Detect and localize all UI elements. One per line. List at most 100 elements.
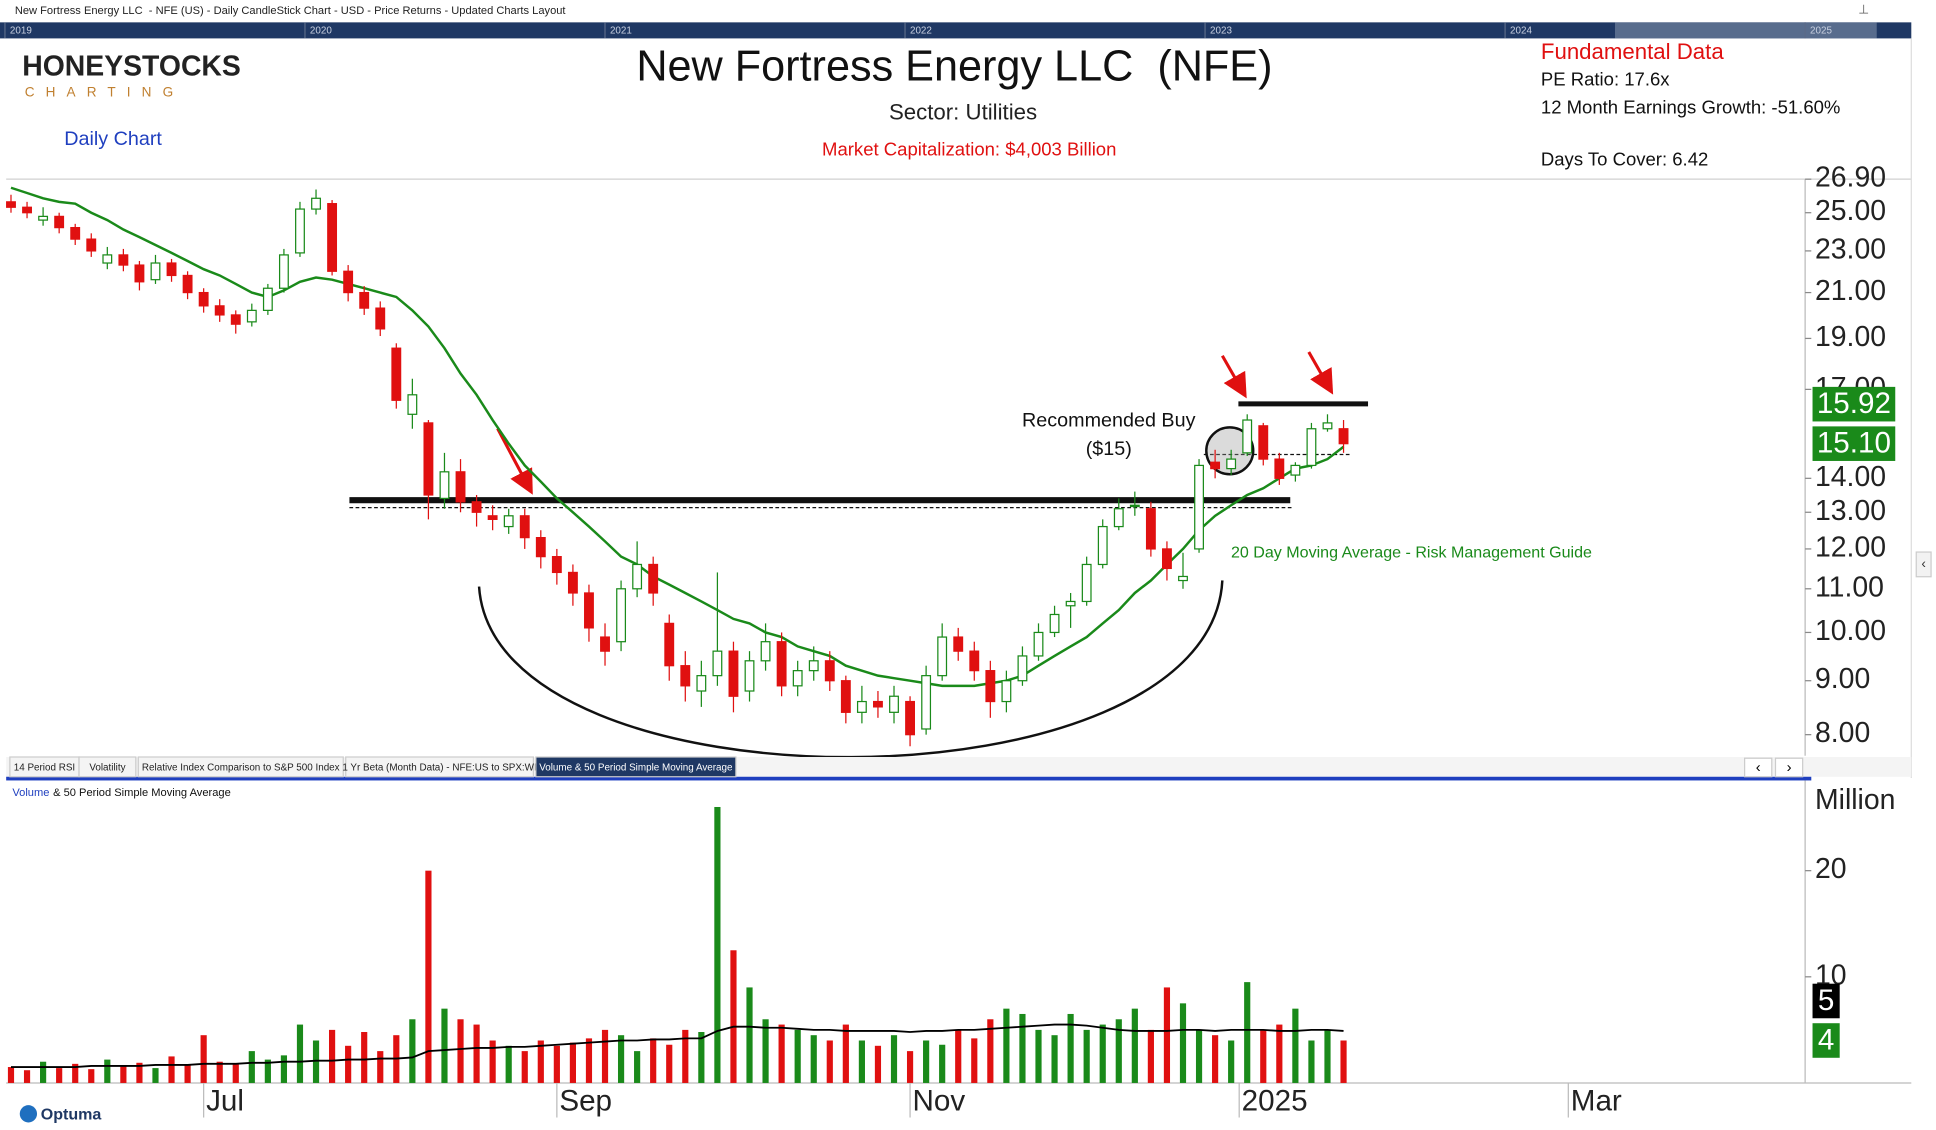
volume-bar bbox=[312, 1040, 320, 1083]
candle-body bbox=[535, 537, 546, 558]
candle-body bbox=[407, 394, 418, 415]
candle-body bbox=[503, 515, 514, 528]
y-tick-label: 8.00 bbox=[1815, 717, 1870, 749]
volume-bar bbox=[778, 1024, 785, 1083]
volume-bar bbox=[23, 1070, 31, 1083]
volume-bar bbox=[762, 1019, 769, 1083]
last-value-label: 15.10 bbox=[1817, 427, 1891, 460]
candle-body bbox=[856, 700, 867, 713]
pin-icon[interactable]: ⊥ bbox=[1858, 2, 1869, 16]
tab[interactable] bbox=[78, 756, 137, 778]
volume-bar bbox=[184, 1064, 191, 1083]
volume-bar bbox=[1115, 1019, 1122, 1083]
volume-bar bbox=[826, 1040, 833, 1083]
candle-body bbox=[230, 314, 241, 325]
candle-body bbox=[86, 238, 97, 252]
volume-bar bbox=[120, 1065, 127, 1083]
candle-body bbox=[792, 670, 803, 687]
candle-body bbox=[776, 641, 787, 687]
volume-bar bbox=[168, 1056, 175, 1083]
candle-body bbox=[600, 636, 610, 652]
candle-body bbox=[1065, 600, 1076, 607]
y-axis-label: Million bbox=[1815, 784, 1895, 816]
candle-body bbox=[1113, 508, 1124, 528]
candle-body bbox=[391, 347, 402, 401]
volume-bar bbox=[682, 1029, 689, 1083]
y-tick-label: 23.00 bbox=[1815, 233, 1886, 265]
last-value-label: 15.92 bbox=[1817, 387, 1891, 420]
volume-bar bbox=[1003, 1008, 1010, 1083]
volume-bar bbox=[1308, 1040, 1315, 1083]
volume-bar bbox=[1195, 1029, 1203, 1083]
volume-bar bbox=[489, 1040, 496, 1083]
side-scroll-button[interactable] bbox=[1915, 551, 1932, 578]
volume-bar bbox=[1163, 987, 1171, 1083]
prev-button[interactable] bbox=[1744, 757, 1773, 778]
candle-body bbox=[1306, 428, 1317, 467]
candle-body bbox=[359, 291, 370, 309]
next-button[interactable] bbox=[1774, 757, 1804, 778]
volume-bar bbox=[441, 1008, 448, 1083]
candle-body bbox=[1242, 419, 1253, 454]
tab-underline bbox=[6, 776, 1812, 781]
volume-bar bbox=[425, 870, 432, 1083]
navigator-window[interactable] bbox=[1614, 22, 1877, 39]
candle-body bbox=[311, 197, 321, 210]
tab-label[interactable]: Volume & 50 Period Simple Moving Average bbox=[539, 763, 733, 774]
volume-bar bbox=[553, 1045, 560, 1083]
volume-bar bbox=[1324, 1029, 1331, 1083]
navigator-year: 2024 bbox=[1510, 26, 1532, 37]
volume-bar bbox=[890, 1035, 898, 1083]
navigator-year: 2020 bbox=[310, 26, 332, 37]
arrow bbox=[496, 427, 533, 495]
candle-body bbox=[423, 422, 434, 496]
candle-body bbox=[808, 660, 819, 672]
candle-body bbox=[1178, 575, 1188, 582]
candle-body bbox=[1210, 461, 1221, 470]
fundamentals-title: Fundamental Data bbox=[1541, 39, 1724, 64]
candle-body bbox=[744, 660, 755, 692]
volume-bar bbox=[457, 1019, 464, 1083]
volume-bar bbox=[601, 1029, 609, 1083]
next-arrow[interactable]: › bbox=[1787, 760, 1792, 776]
tab-label[interactable]: 14 Period RSI bbox=[14, 763, 75, 774]
tab-label[interactable]: Volatility bbox=[89, 763, 125, 774]
prev-arrow[interactable]: ‹ bbox=[1756, 760, 1761, 776]
sector: Sector: Utilities bbox=[889, 100, 1037, 125]
volume-bar bbox=[987, 1019, 994, 1083]
y-tick-label: 25.00 bbox=[1815, 195, 1886, 227]
tab-label[interactable]: Relative Index Comparison to S&P 500 Ind… bbox=[142, 763, 340, 774]
volume-bar bbox=[666, 1044, 673, 1083]
tab-label[interactable]: 1 Yr Beta (Month Data) - NFE:US to SPX:W… bbox=[342, 763, 536, 774]
volume-bar bbox=[1131, 1008, 1138, 1083]
candle-body bbox=[375, 307, 386, 330]
y-tick-label: 9.00 bbox=[1815, 663, 1870, 695]
last-value-box bbox=[1812, 983, 1840, 1019]
volume-bar bbox=[906, 1051, 914, 1083]
x-tick-label: Sep bbox=[559, 1085, 612, 1118]
footer-logo: Optuma bbox=[41, 1105, 103, 1123]
volume-bar bbox=[1244, 982, 1251, 1083]
footer-logo-icon bbox=[19, 1105, 38, 1123]
navigator[interactable] bbox=[0, 22, 1912, 39]
earnings-growth: 12 Month Earnings Growth: -51.60% bbox=[1541, 97, 1841, 118]
volume-bar bbox=[1147, 1029, 1154, 1083]
volume-bar bbox=[1067, 1013, 1074, 1083]
candle-body bbox=[1145, 508, 1156, 550]
volume-bar bbox=[361, 1032, 368, 1083]
tab[interactable] bbox=[345, 756, 535, 778]
volume-bar bbox=[874, 1045, 882, 1083]
candle-body bbox=[343, 270, 354, 294]
y-tick-label: 21.00 bbox=[1815, 275, 1886, 307]
candle-body bbox=[118, 254, 129, 266]
side-scroll-arrow[interactable]: ‹ bbox=[1921, 556, 1926, 571]
pe-ratio: PE Ratio: 17.6x bbox=[1541, 68, 1670, 89]
candle-body bbox=[134, 264, 145, 283]
tab[interactable] bbox=[137, 756, 344, 778]
y-tick-label: 12.00 bbox=[1815, 531, 1886, 563]
x-tick-label: Mar bbox=[1571, 1085, 1622, 1118]
candle-body bbox=[1033, 631, 1044, 657]
tab[interactable] bbox=[535, 756, 737, 778]
candle-body bbox=[150, 262, 161, 281]
